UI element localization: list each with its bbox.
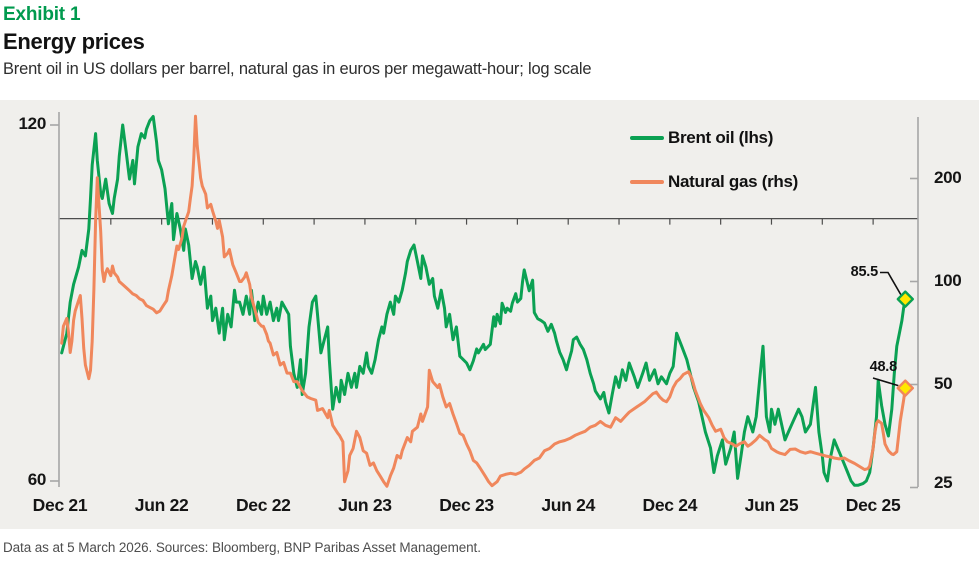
annotation-brent-value: 85.5	[850, 264, 879, 280]
right-axis-tick-label: 100	[934, 270, 962, 290]
chart-subtitle: Brent oil in US dollars per barrel, natu…	[3, 60, 592, 78]
plot-background	[0, 100, 979, 529]
exhibit-label: Exhibit 1	[3, 4, 81, 25]
right-axis-tick-label: 25	[934, 473, 953, 492]
source-note: Data as at 5 March 2026. Sources: Bloomb…	[3, 540, 481, 555]
x-axis-tick-label: Dec 21	[32, 495, 88, 515]
legend-item-gas: Natural gas (rhs)	[630, 171, 798, 193]
x-axis-tick-label: Dec 22	[235, 495, 291, 515]
legend-label-gas: Natural gas (rhs)	[668, 172, 798, 191]
right-axis-tick-label: 50	[934, 373, 953, 393]
legend-item-brent: Brent oil (lhs)	[630, 127, 773, 149]
brent-line-swatch	[630, 135, 664, 141]
legend-label-brent: Brent oil (lhs)	[668, 128, 774, 147]
left-axis-tick-label: 60	[27, 470, 47, 489]
x-axis-tick-label: Jun 25	[744, 495, 799, 515]
page-title: Energy prices	[3, 29, 145, 54]
x-axis-tick-label: Jun 22	[134, 495, 189, 515]
x-axis-tick-label: Dec 24	[642, 495, 698, 515]
x-axis-tick-label: Jun 24	[541, 495, 595, 515]
left-axis-tick-label: 120	[18, 114, 47, 133]
x-axis-tick-label: Jun 23	[338, 495, 392, 515]
annotation-gas-value: 48.8	[869, 359, 898, 375]
gas-line-swatch	[630, 179, 664, 185]
right-axis-tick-label: 200	[934, 167, 962, 187]
x-axis-tick-label: Dec 23	[439, 495, 494, 515]
x-axis-tick-label: Dec 25	[845, 495, 901, 515]
